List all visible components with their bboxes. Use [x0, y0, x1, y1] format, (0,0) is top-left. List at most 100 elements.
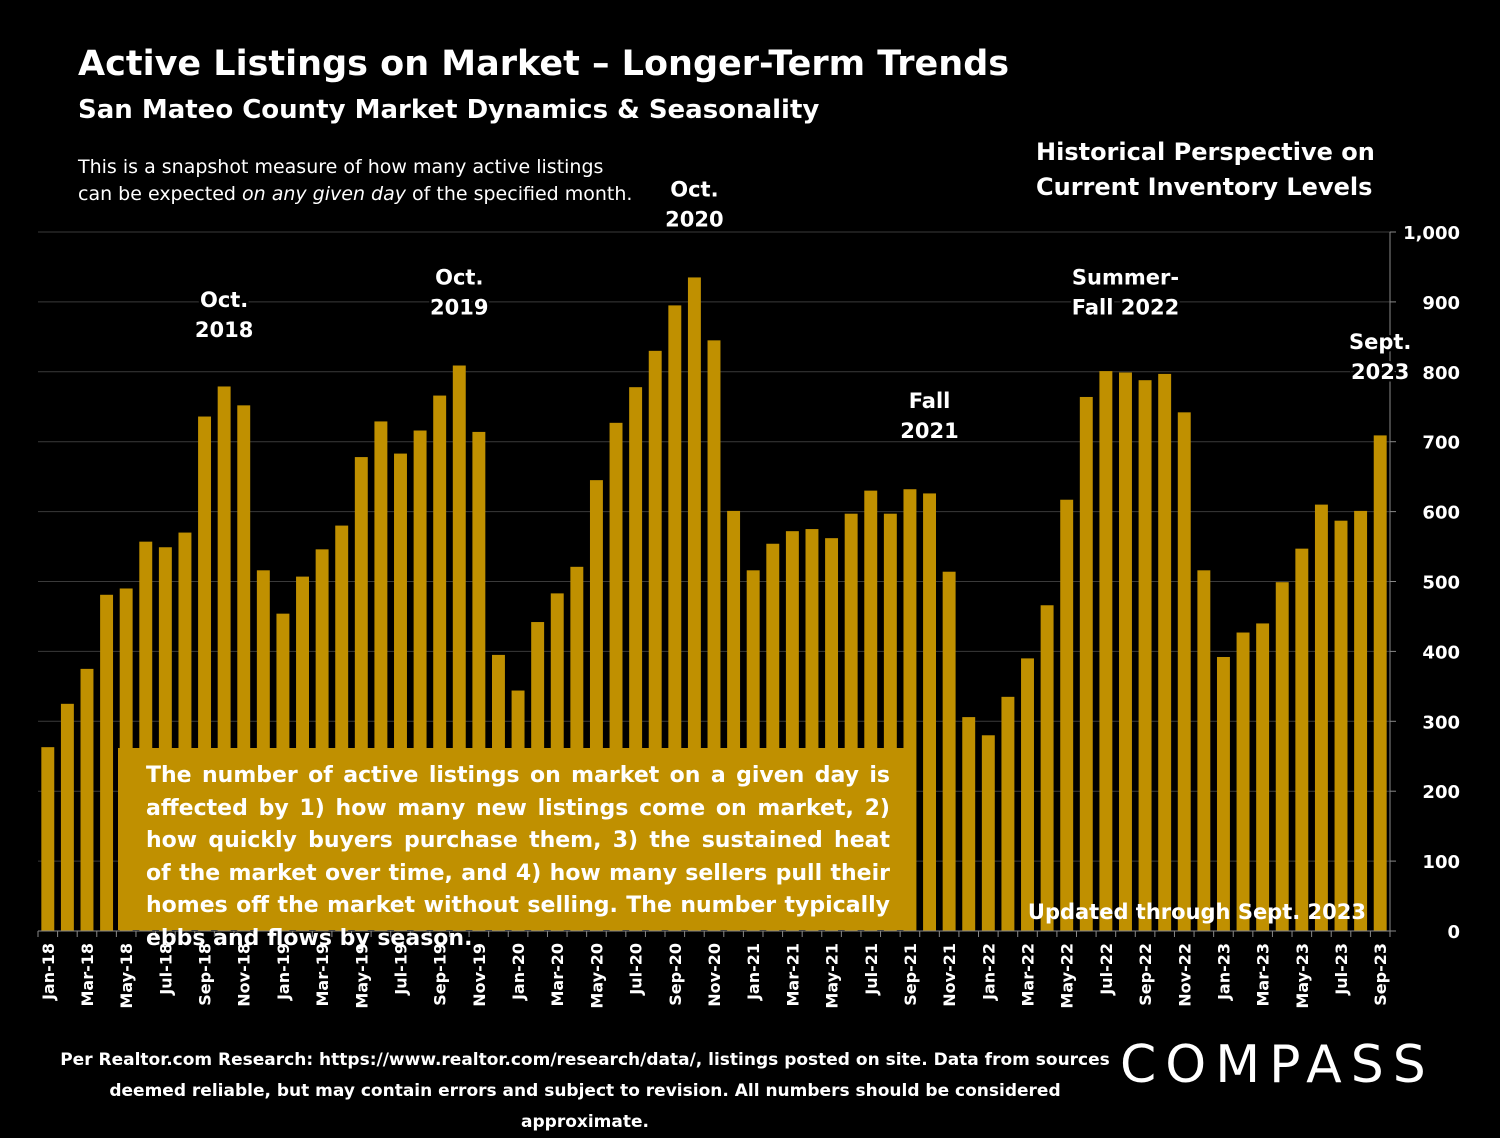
x-tick-label: Mar-19: [313, 943, 332, 1007]
bar-oct-22: [1158, 373, 1172, 932]
x-tick-label: Nov-21: [940, 943, 959, 1007]
bar-apr-18: [100, 594, 114, 931]
bar-mar-18: [80, 668, 94, 931]
footer-line-1: Per Realtor.com Research: https://www.re…: [60, 1050, 1110, 1070]
description-emphasis: on any given day: [242, 183, 406, 205]
x-tick-label: Mar-21: [783, 943, 802, 1007]
bar-jun-23: [1314, 504, 1328, 931]
annotation-label: Oct. 2018: [195, 288, 253, 342]
bar-apr-22: [1040, 605, 1054, 931]
x-tick-label: Jul-23: [1332, 943, 1351, 996]
y-tick-label: 600: [1422, 503, 1460, 524]
bar-jul-23: [1334, 520, 1348, 931]
x-tick-label: May-23: [1293, 943, 1312, 1009]
bar-oct-21: [923, 493, 937, 931]
bar-sep-23: [1373, 435, 1387, 931]
x-tick-label: May-21: [823, 943, 842, 1009]
chart-title: Active Listings on Market – Longer-Term …: [78, 44, 1010, 84]
x-tick-label: Sep-23: [1371, 943, 1390, 1006]
x-tick-label: Sep-20: [666, 943, 685, 1006]
x-tick-label: May-20: [587, 943, 606, 1009]
annotation-label: Oct. 2020: [665, 177, 723, 231]
bar-jun-22: [1079, 396, 1093, 931]
y-tick-label: 1,000: [1403, 223, 1460, 244]
bar-jan-22: [981, 735, 995, 931]
bar-jan-18: [41, 747, 55, 931]
description-line-1: This is a snapshot measure of how many a…: [78, 156, 604, 178]
bar-nov-22: [1177, 412, 1191, 931]
bar-mar-22: [1021, 658, 1034, 931]
x-tick-label: Jan-18: [39, 943, 58, 1001]
axes: [37, 231, 1396, 937]
annotation-label: Sept. 2023: [1349, 330, 1411, 384]
annotations: Oct. 2018 Oct. 2019 Oct. 2020 Fall 2021 Summer-F…: [192, 175, 1413, 446]
x-tick-label: Sep-22: [1136, 943, 1155, 1006]
x-tick-label: Sep-19: [431, 943, 450, 1006]
bar-jul-22: [1099, 371, 1113, 931]
bar-sep-22: [1138, 380, 1152, 931]
bar-dec-21: [962, 717, 976, 931]
bar-aug-22: [1119, 372, 1132, 931]
y-tick-label: 0: [1447, 922, 1460, 943]
y-tick-label: 500: [1422, 573, 1460, 594]
x-tick-label: Sep-21: [901, 943, 920, 1006]
x-tick-label: Mar-20: [548, 943, 567, 1007]
x-tick-label: Jan-19: [274, 943, 293, 1001]
compass-logo: COMPASS: [1120, 1035, 1435, 1095]
x-tick-label: Jul-18: [156, 943, 175, 996]
x-tick-label: Mar-23: [1254, 943, 1273, 1007]
x-tick-label: Mar-22: [1019, 943, 1038, 1007]
historical-line-2: Current Inventory Levels: [1036, 173, 1373, 201]
bar-may-23: [1295, 548, 1309, 931]
x-tick-label: Jan-21: [744, 943, 763, 1001]
y-tick-label: 900: [1422, 293, 1460, 314]
annotation-label: Oct. 2019: [430, 265, 488, 319]
updated-label: Updated through Sept. 2023: [1028, 900, 1366, 924]
bar-jan-23: [1216, 656, 1230, 931]
x-tick-label: Nov-18: [235, 943, 254, 1007]
bar-feb-22: [1001, 696, 1015, 931]
x-tick-label: Jan-20: [509, 943, 528, 1001]
bar-nov-21: [942, 571, 956, 931]
x-tick-label: Jul-22: [1097, 943, 1116, 996]
bar-mar-23: [1256, 623, 1270, 931]
chart-description: This is a snapshot measure of how many a…: [78, 154, 632, 208]
x-tick-label: Nov-19: [470, 943, 489, 1007]
footer-source: Per Realtor.com Research: https://www.re…: [60, 1045, 1110, 1138]
x-tick-label: Jan-23: [1214, 943, 1233, 1001]
bar-feb-18: [60, 703, 74, 931]
bar-dec-22: [1197, 570, 1211, 931]
callout-text: The number of active listings on market …: [146, 763, 890, 951]
historical-perspective-label: Historical Perspective on Current Invent…: [1036, 135, 1375, 205]
bar-apr-23: [1275, 582, 1289, 931]
y-tick-label: 200: [1422, 782, 1460, 803]
x-tick-label: Jan-22: [979, 943, 998, 1001]
chart-subtitle: San Mateo County Market Dynamics & Seaso…: [78, 95, 820, 125]
annotation-label: Summer-Fall 2022: [1072, 265, 1179, 319]
x-tick-label: Sep-18: [196, 943, 215, 1006]
description-line-2-start: can be expected: [78, 183, 242, 205]
y-tick-label: 800: [1422, 363, 1460, 384]
bar-aug-23: [1354, 510, 1368, 931]
footer-line-2: deemed reliable, but may contain errors …: [109, 1081, 1061, 1132]
y-tick-label: 400: [1422, 642, 1460, 663]
y-tick-label: 300: [1422, 712, 1460, 733]
y-tick-label: 100: [1422, 852, 1460, 873]
x-tick-label: Jul-21: [862, 943, 881, 996]
x-tick-label: Nov-22: [1175, 943, 1194, 1007]
x-tick-label: Jul-19: [391, 943, 410, 996]
bar-may-22: [1060, 499, 1074, 931]
x-tick-label: May-22: [1058, 943, 1077, 1009]
x-tick-label: Jul-20: [627, 943, 646, 996]
description-line-2: can be expected on any given day of the …: [78, 181, 632, 208]
annotation-label: Fall 2021: [900, 389, 958, 443]
x-tick-label: May-18: [117, 943, 136, 1009]
y-axis-tick-labels: 0 100 200 300 400 500 600 700 800 900 1,000: [1403, 223, 1460, 943]
x-axis-tick-labels: Jan-18 Mar-18 May-18 Jul-18 Sep-18 Nov-18 Jan-…: [39, 943, 1390, 1009]
bar-feb-23: [1236, 632, 1250, 931]
x-tick-label: May-19: [352, 943, 371, 1009]
y-tick-label: 700: [1422, 433, 1460, 454]
x-tick-label: Nov-20: [705, 943, 724, 1007]
description-line-2-end: of the specified month.: [405, 183, 633, 205]
